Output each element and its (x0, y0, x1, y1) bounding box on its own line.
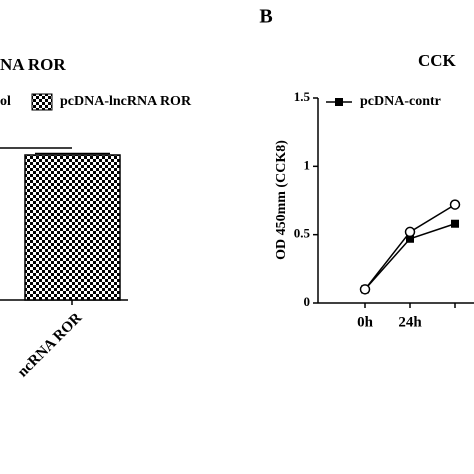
legend-label: pcDNA-lncRNA ROR (60, 94, 192, 109)
point (359, 284, 371, 295)
series-line (364, 203, 456, 290)
chart-title: NA ROR (0, 55, 66, 74)
legend-swatch (31, 93, 53, 111)
x-tick-label: ncRNA ROR (15, 310, 86, 381)
point (451, 219, 459, 228)
y-tick-label: 1 (304, 157, 311, 172)
bar (24, 154, 121, 301)
legend-marker (335, 98, 343, 106)
point (406, 234, 414, 243)
x-tick-label: 0h (357, 314, 374, 330)
y-tick-label: 0.5 (294, 226, 311, 241)
y-axis-label: OD 450mm (CCK8) (274, 140, 289, 260)
panel-label: B (259, 6, 272, 28)
point (404, 226, 416, 238)
point (449, 199, 461, 210)
x-tick-label: 24h (398, 314, 422, 330)
chart-title: CCK (418, 51, 457, 70)
legend-label: ol (0, 94, 11, 109)
y-tick-label: 0 (304, 294, 311, 309)
legend-label: pcDNA-contr (360, 94, 441, 109)
y-tick-label: 1.5 (294, 89, 311, 104)
